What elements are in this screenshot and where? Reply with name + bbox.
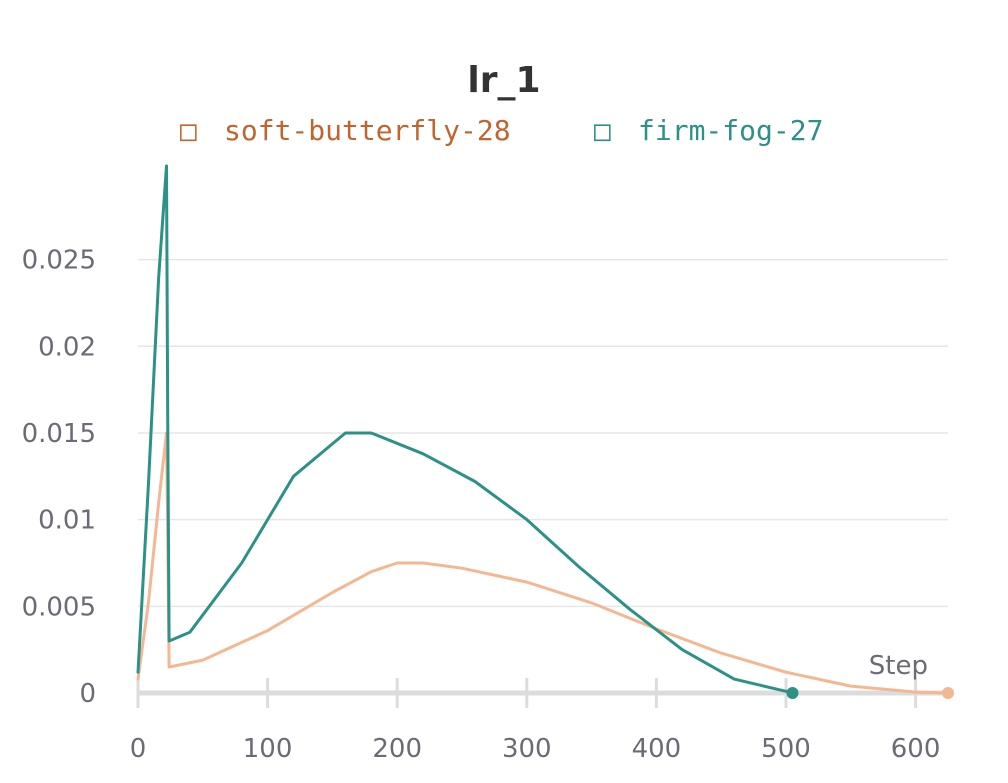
x-tick-label: 500 (761, 734, 811, 764)
x-axis-label: Step (869, 651, 928, 681)
series-end-point (942, 687, 954, 699)
x-axis: 0 100 200 300 400 500 600 (130, 678, 948, 764)
series-line-firm-fog-27 (136, 164, 794, 695)
legend-label: soft-butterfly-28 (224, 114, 511, 147)
x-tick-label: 100 (243, 734, 293, 764)
legend: □ soft-butterfly-28 □ firm-fog-27 (180, 114, 823, 147)
series-line-soft-butterfly-28 (136, 431, 950, 695)
x-tick-label: 0 (130, 734, 147, 764)
y-tick-label: 0.025 (22, 246, 96, 276)
y-tick-label: 0.005 (22, 592, 96, 622)
legend-marker-icon: □ (180, 114, 197, 147)
legend-label: firm-fog-27 (638, 114, 823, 147)
series-end-point (786, 687, 799, 699)
x-tick-label: 300 (502, 734, 552, 764)
grid-lines (138, 258, 948, 608)
y-tick-label: 0.02 (38, 332, 96, 362)
y-tick-label: 0.01 (38, 506, 96, 536)
y-tick-label: 0.015 (22, 419, 96, 449)
legend-item[interactable]: □ firm-fog-27 (594, 114, 823, 147)
x-tick-label: 400 (632, 734, 682, 764)
series-layer (136, 164, 954, 699)
chart-title: lr_1 (467, 60, 540, 101)
legend-item[interactable]: □ soft-butterfly-28 (180, 114, 511, 147)
y-axis: 0 0.005 0.01 0.015 0.02 0.025 (22, 246, 96, 709)
x-tick-label: 600 (891, 734, 941, 764)
legend-marker-icon: □ (594, 114, 611, 147)
x-tick-label: 200 (372, 734, 422, 764)
y-tick-label: 0 (79, 679, 96, 709)
